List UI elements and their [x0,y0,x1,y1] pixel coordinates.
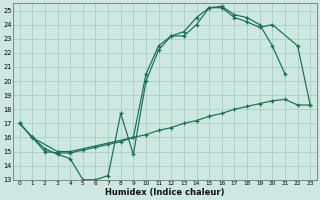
X-axis label: Humidex (Indice chaleur): Humidex (Indice chaleur) [105,188,225,197]
